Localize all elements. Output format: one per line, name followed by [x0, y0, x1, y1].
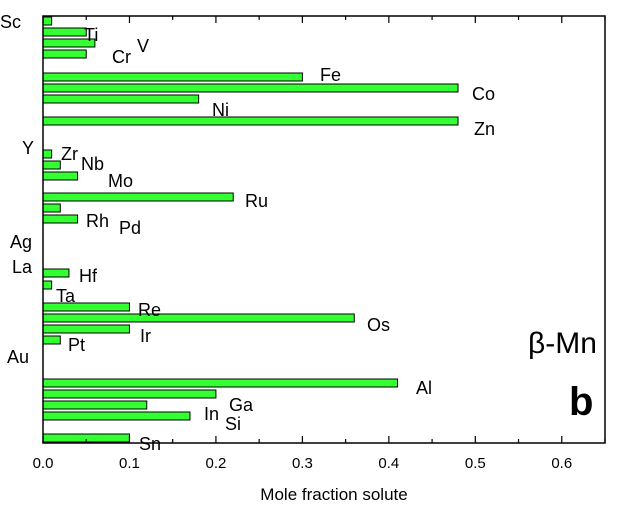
bar-hf — [42, 268, 70, 278]
label-al: Al — [416, 378, 432, 398]
plot-frame — [42, 15, 606, 444]
bars — [42, 16, 459, 443]
label-sc: Sc — [0, 12, 21, 32]
bar-zr — [42, 149, 53, 159]
label-y: Y — [22, 138, 34, 158]
label-si: Si — [225, 414, 241, 434]
label-os: Os — [367, 315, 390, 335]
label-ir: Ir — [140, 326, 151, 346]
label-la: La — [12, 257, 33, 277]
bar-si — [42, 411, 191, 421]
bar-ta — [42, 280, 53, 290]
label-v: V — [137, 36, 149, 56]
label-fe: Fe — [320, 65, 341, 85]
label-nb: Nb — [81, 154, 104, 174]
bar-pd — [42, 214, 79, 224]
x-tick-label-5: 0.5 — [465, 455, 486, 472]
bar-pt — [42, 335, 61, 345]
bar-co — [42, 83, 459, 93]
label-ti: Ti — [84, 25, 98, 45]
x-axis-title: Mole fraction solute — [260, 485, 407, 504]
bar-nb — [42, 160, 61, 170]
label-zn: Zn — [474, 119, 495, 139]
x-tick-label-6: 0.6 — [551, 455, 572, 472]
x-tick-label-0: 0.0 — [33, 455, 54, 472]
label-au: Au — [7, 347, 29, 367]
bar-ga — [42, 389, 217, 399]
bar-ru — [42, 192, 234, 202]
label-zr: Zr — [61, 144, 78, 164]
bar-ir — [42, 324, 130, 334]
label-rh: Rh — [86, 211, 109, 231]
x-tick-label-3: 0.3 — [292, 455, 313, 472]
axes-box — [42, 15, 606, 444]
label-hf: Hf — [79, 266, 98, 286]
bar-fe — [42, 72, 303, 82]
bar-ni — [42, 94, 200, 104]
bar-rh — [42, 203, 61, 213]
bar-cr — [42, 49, 87, 59]
label-co: Co — [472, 84, 495, 104]
label-ni: Ni — [212, 100, 229, 120]
label-ag: Ag — [10, 232, 32, 252]
x-tick-label-1: 0.1 — [119, 455, 140, 472]
bar-sc — [42, 16, 53, 26]
bar-os — [42, 313, 355, 323]
x-tick-label-4: 0.4 — [378, 455, 399, 472]
label-ta: Ta — [56, 286, 76, 306]
bar-zn — [42, 116, 459, 126]
label-mo: Mo — [108, 171, 133, 191]
label-sn: Sn — [139, 434, 161, 454]
bar-mo — [42, 171, 79, 181]
label-cr: Cr — [112, 47, 131, 67]
bar-ti — [42, 27, 87, 37]
x-ticks: 0.0 0.1 0.2 0.3 0.4 0.5 0.6 — [33, 16, 606, 472]
label-ru: Ru — [245, 191, 268, 211]
bar-in — [42, 400, 148, 410]
x-tick-label-2: 0.2 — [205, 455, 226, 472]
panel-letter: b — [569, 380, 593, 424]
bar-al — [42, 378, 398, 388]
label-in: In — [204, 404, 219, 424]
label-pd: Pd — [119, 218, 141, 238]
phase-annotation: β-Mn — [528, 327, 597, 360]
label-ga: Ga — [229, 395, 254, 415]
label-re: Re — [138, 300, 161, 320]
label-pt: Pt — [68, 335, 85, 355]
